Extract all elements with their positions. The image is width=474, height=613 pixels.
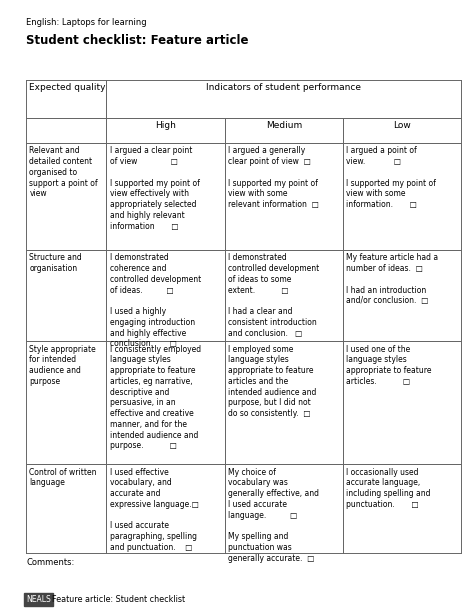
Text: Relevant and
detailed content
organised to
support a point of
view: Relevant and detailed content organised … [29,147,98,199]
Text: Comments:: Comments: [26,558,74,567]
Text: English: Laptops for learning: English: Laptops for learning [26,18,146,28]
Text: My feature article had a
number of ideas.  □

I had an introduction
and/or concl: My feature article had a number of ideas… [346,253,438,305]
Text: I consistently employed
language styles
appropriate to feature
articles, eg narr: I consistently employed language styles … [110,345,201,451]
Text: Feature article: Student checklist: Feature article: Student checklist [52,595,185,604]
Text: My choice of
vocabulary was
generally effective, and
I used accurate
language.  : My choice of vocabulary was generally ef… [228,468,319,563]
Text: Control of written
language: Control of written language [29,468,97,487]
Text: Indicators of student performance: Indicators of student performance [206,83,361,93]
Text: I argued a generally
clear point of view  □

I supported my point of
view with s: I argued a generally clear point of view… [228,147,319,209]
Text: Low: Low [393,121,410,130]
Text: Structure and
organisation: Structure and organisation [29,253,82,273]
Text: NEALS: NEALS [26,595,51,604]
Text: I employed some
language styles
appropriate to feature
articles and the
intended: I employed some language styles appropri… [228,345,317,418]
Text: Medium: Medium [266,121,302,130]
Text: I argued a clear point
of view              □

I supported my point of
view effe: I argued a clear point of view □ I suppo… [110,147,200,230]
Text: I demonstrated
controlled development
of ideas to some
extent.           □

I ha: I demonstrated controlled development of… [228,253,319,338]
Text: I demonstrated
coherence and
controlled development
of ideas.          □

I used: I demonstrated coherence and controlled … [110,253,201,348]
Text: I argued a point of
view.            □

I supported my point of
view with some
i: I argued a point of view. □ I supported … [346,147,436,209]
Text: I occasionally used
accurate language,
including spelling and
punctuation.      : I occasionally used accurate language, i… [346,468,431,509]
Text: High: High [155,121,176,130]
Text: I used one of the
language styles
appropriate to feature
articles.           □: I used one of the language styles approp… [346,345,432,386]
Text: Student checklist: Feature article: Student checklist: Feature article [26,34,248,47]
Text: Expected quality: Expected quality [29,83,106,93]
Text: Style appropriate
for intended
audience and
purpose: Style appropriate for intended audience … [29,345,96,386]
Text: I used effective
vocabulary, and
accurate and
expressive language.□

I used accu: I used effective vocabulary, and accurat… [110,468,199,552]
